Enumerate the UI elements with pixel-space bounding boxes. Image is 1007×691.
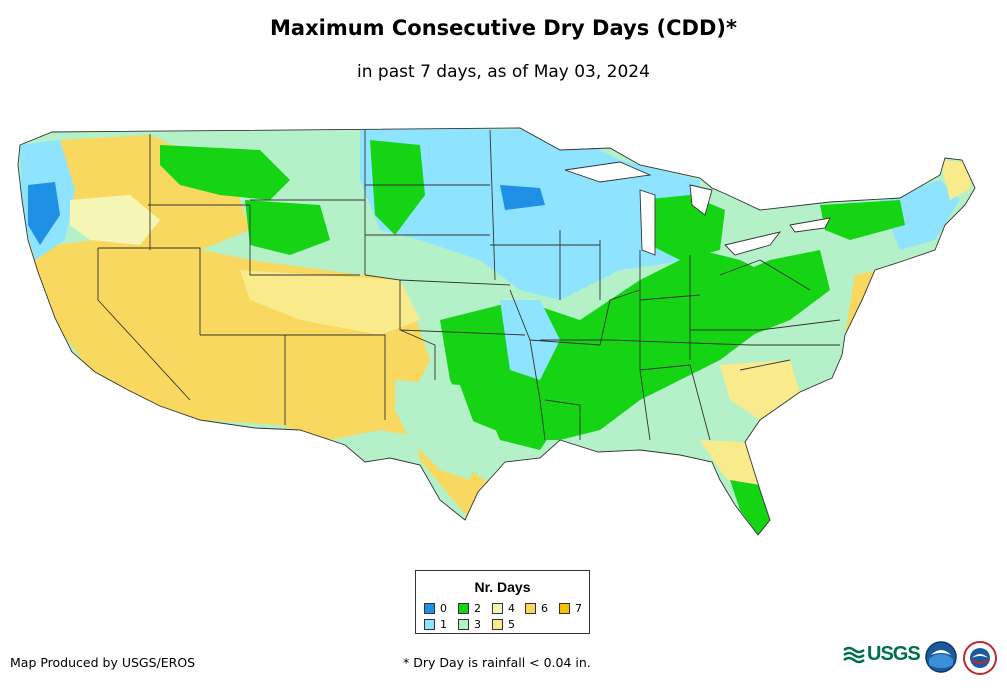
map-subtitle: in past 7 days, as of May 03, 2024 bbox=[357, 62, 650, 82]
region-cdd-2-south-florida bbox=[730, 480, 770, 535]
region-cdd-5-carolinas bbox=[720, 360, 800, 420]
legend-label-2: 2 bbox=[474, 602, 481, 615]
map-title: Maximum Consecutive Dry Days (CDD)* bbox=[270, 16, 737, 40]
legend-label-6: 6 bbox=[541, 602, 548, 615]
legend-item-4: 4 bbox=[492, 602, 515, 615]
legend-swatch-0 bbox=[424, 603, 435, 614]
region-cdd-5-central-plains bbox=[240, 270, 420, 335]
usgs-logo-text: USGS bbox=[867, 643, 921, 665]
state-borders bbox=[17, 127, 976, 536]
legend-title: Nr. Days bbox=[474, 579, 531, 595]
region-cdd-3-texas bbox=[395, 380, 480, 480]
region-cdd-2-wyoming bbox=[245, 200, 330, 255]
legend-label-7: 7 bbox=[575, 602, 582, 615]
nws-logo-icon bbox=[963, 641, 997, 675]
legend-swatch-6 bbox=[525, 603, 536, 614]
noaa-logo-icon bbox=[925, 641, 957, 673]
legend-swatch-7 bbox=[559, 603, 570, 614]
region-cdd-2-new-york bbox=[820, 200, 905, 240]
legend-swatch-1 bbox=[424, 619, 435, 630]
legend-swatch-3 bbox=[458, 619, 469, 630]
great-lakes bbox=[564, 161, 831, 256]
region-cdd-2-appalachia bbox=[700, 250, 830, 340]
legend-label-5: 5 bbox=[508, 618, 515, 631]
legend-label-0: 0 bbox=[440, 602, 447, 615]
legend-item-1: 1 bbox=[424, 618, 447, 631]
region-cdd-0-north-dakota bbox=[500, 185, 545, 210]
legend-item-5: 5 bbox=[492, 618, 515, 631]
region-cdd-2-dakotas bbox=[370, 140, 425, 235]
region-cdd-0-oregon bbox=[28, 182, 60, 245]
region-cdd-5-maine bbox=[940, 160, 972, 200]
legend-label-4: 4 bbox=[508, 602, 515, 615]
legend-item-0: 0 bbox=[424, 602, 447, 615]
us-dry-days-map bbox=[17, 127, 976, 536]
legend-label-3: 3 bbox=[474, 618, 481, 631]
map-credit: Map Produced by USGS/EROS bbox=[10, 655, 196, 670]
legend-swatch-5 bbox=[492, 619, 503, 630]
legend: Nr. Days 0 1 2 3 4 5 6 7 bbox=[415, 570, 590, 634]
legend-label-1: 1 bbox=[440, 618, 447, 631]
legend-item-7: 7 bbox=[559, 602, 582, 615]
dry-day-footnote: * Dry Day is rainfall < 0.04 in. bbox=[403, 655, 591, 670]
legend-item-2: 2 bbox=[458, 602, 481, 615]
legend-swatch-2 bbox=[458, 603, 469, 614]
legend-item-3: 3 bbox=[458, 618, 481, 631]
region-cdd-2-montana bbox=[160, 145, 290, 200]
usgs-wave-icon bbox=[843, 646, 865, 663]
legend-item-6: 6 bbox=[525, 602, 548, 615]
region-cdd-4-northwest bbox=[70, 195, 160, 245]
legend-swatch-4 bbox=[492, 603, 503, 614]
usgs-logo: USGS bbox=[843, 643, 921, 666]
